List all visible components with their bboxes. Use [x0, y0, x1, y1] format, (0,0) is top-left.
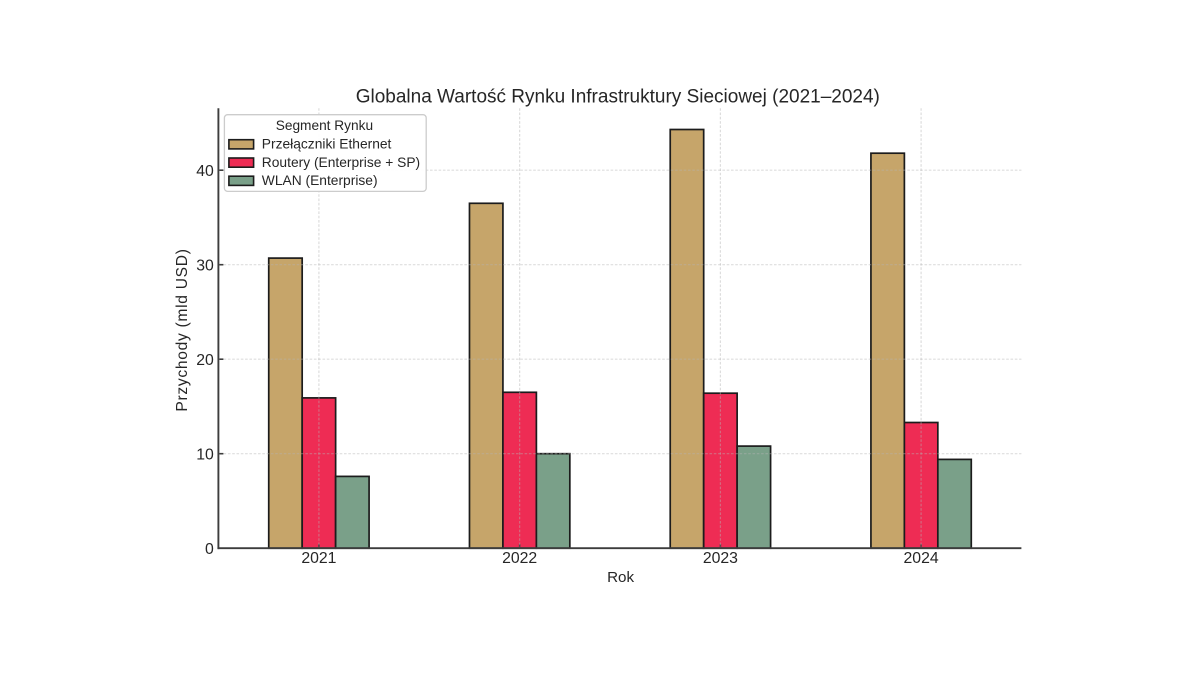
svg-text:WLAN (Enterprise): WLAN (Enterprise) — [262, 173, 378, 188]
svg-text:Rok: Rok — [607, 569, 634, 586]
svg-text:20: 20 — [196, 352, 214, 369]
svg-text:30: 30 — [196, 257, 214, 274]
svg-text:2021: 2021 — [301, 550, 336, 567]
svg-text:Routery (Enterprise + SP): Routery (Enterprise + SP) — [262, 155, 420, 170]
svg-text:Segment Rynku: Segment Rynku — [276, 118, 373, 133]
svg-text:2022: 2022 — [502, 550, 537, 567]
svg-text:Globalna Wartość Rynku Infrast: Globalna Wartość Rynku Infrastruktury Si… — [356, 87, 880, 108]
svg-text:2024: 2024 — [904, 550, 939, 567]
svg-text:2023: 2023 — [703, 550, 738, 567]
svg-text:10: 10 — [196, 446, 214, 463]
svg-text:Przychody (mld USD): Przychody (mld USD) — [174, 248, 191, 411]
svg-text:Przełączniki Ethernet: Przełączniki Ethernet — [262, 137, 392, 152]
svg-text:0: 0 — [205, 541, 214, 558]
svg-text:40: 40 — [196, 163, 214, 180]
